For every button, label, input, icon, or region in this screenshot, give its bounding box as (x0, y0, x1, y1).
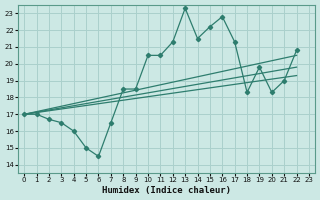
X-axis label: Humidex (Indice chaleur): Humidex (Indice chaleur) (102, 186, 231, 195)
